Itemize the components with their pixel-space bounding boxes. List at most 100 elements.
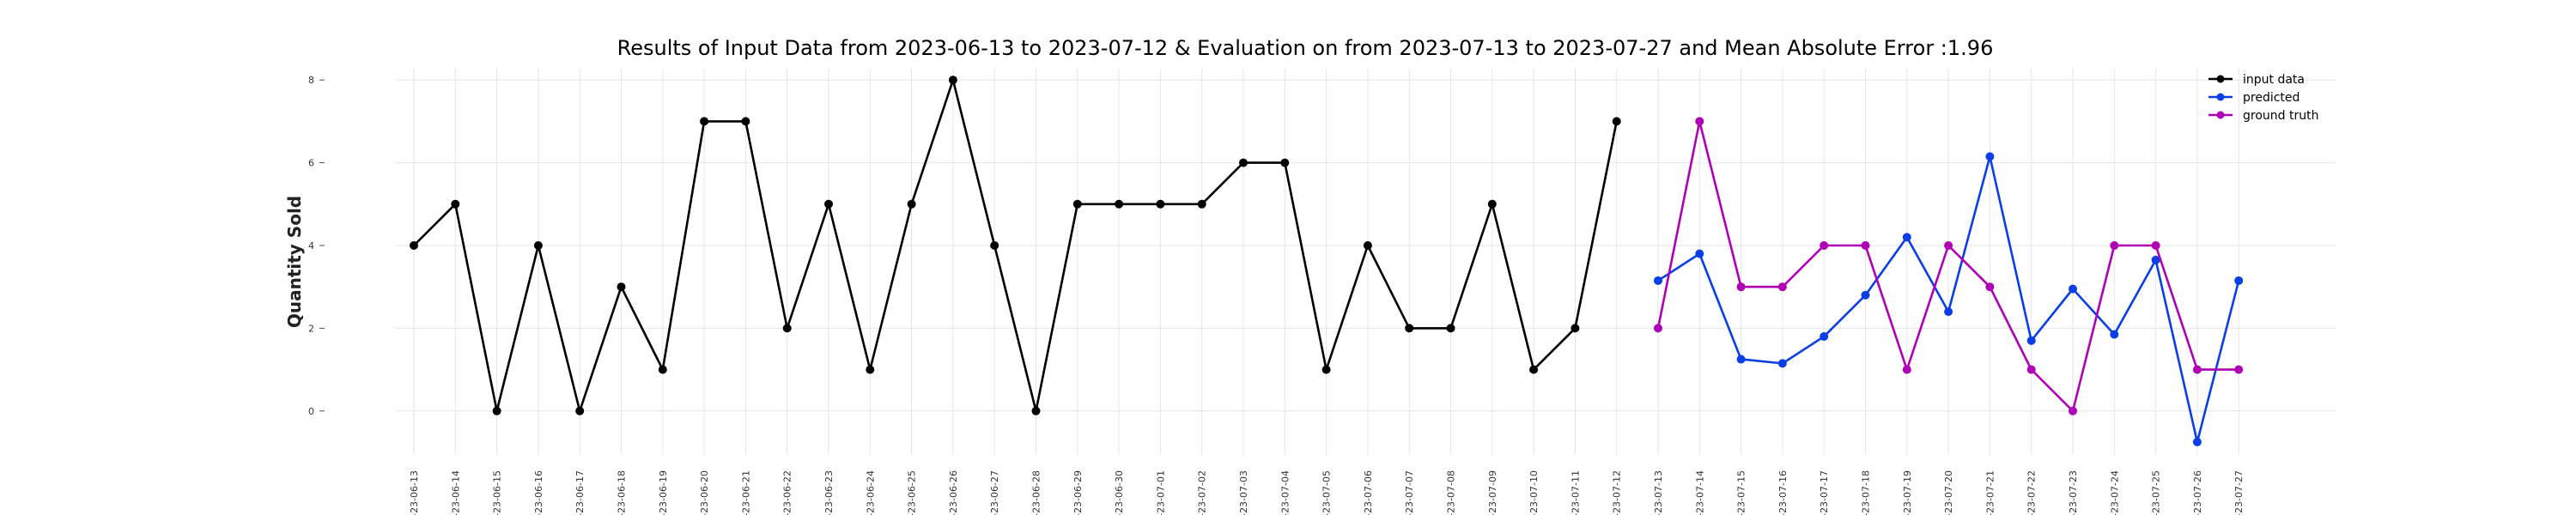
- data-point-predicted: [2110, 330, 2119, 339]
- x-tick-label: -23-07-14: [1694, 470, 1705, 515]
- data-point-ground-truth: [2192, 365, 2202, 374]
- x-axis-ticks: -23-06-13 -23-06-14 -23-06-15 -23-06-16 -23-…: [409, 470, 2245, 515]
- x-tick-label: -23-07-07: [1404, 470, 1415, 515]
- data-point-input-data: [1197, 199, 1206, 209]
- x-tick-label: -23-06-23: [823, 470, 835, 515]
- x-tick-label: -23-06-26: [948, 470, 959, 515]
- x-tick-label: -23-06-19: [658, 470, 669, 515]
- data-point-input-data: [700, 117, 709, 126]
- data-point-input-data: [1529, 365, 1539, 374]
- legend-label: ground truth: [2243, 109, 2318, 123]
- data-point-predicted: [1736, 354, 1746, 364]
- x-tick-label: -23-07-18: [1861, 470, 1872, 515]
- x-tick-label: -23-07-08: [1446, 470, 1457, 515]
- data-point-predicted: [2069, 284, 2077, 294]
- x-tick-label: -23-07-20: [1943, 470, 1954, 515]
- data-point-input-data: [1405, 324, 1414, 333]
- data-point-input-data: [451, 199, 460, 209]
- data-point-predicted: [1944, 307, 1953, 317]
- data-point-input-data: [492, 406, 501, 415]
- x-tick-label: -23-07-23: [2068, 470, 2079, 515]
- x-tick-label: -23-07-26: [2192, 470, 2203, 515]
- data-point-ground-truth: [2069, 406, 2077, 415]
- x-tick-label: -23-06-14: [450, 470, 461, 515]
- data-point-ground-truth: [1736, 282, 1746, 292]
- legend-marker: [2216, 75, 2225, 83]
- x-tick-label: -23-07-09: [1487, 470, 1498, 515]
- x-tick-label: -23-06-25: [907, 470, 918, 515]
- x-tick-label: -23-06-22: [782, 470, 793, 515]
- data-point-input-data: [575, 406, 585, 415]
- data-point-input-data: [948, 76, 957, 85]
- data-point-input-data: [1156, 199, 1165, 209]
- data-point-ground-truth: [1820, 241, 1829, 250]
- data-point-input-data: [741, 117, 750, 126]
- x-tick-label: -23-06-16: [533, 470, 544, 515]
- data-point-input-data: [1280, 158, 1290, 167]
- data-point-input-data: [658, 365, 667, 374]
- data-point-ground-truth: [1654, 324, 1662, 333]
- grid-lines: [395, 69, 2336, 455]
- legend-label: predicted: [2243, 91, 2300, 105]
- series-line-input-data: [413, 78, 1618, 413]
- legend-label: input data: [2243, 73, 2305, 87]
- x-tick-label: -23-07-05: [1321, 470, 1333, 515]
- data-point-predicted: [2192, 437, 2202, 446]
- data-point-predicted: [2151, 255, 2160, 264]
- data-point-input-data: [1363, 241, 1372, 250]
- x-tick-label: -23-07-10: [1528, 470, 1540, 515]
- data-point-input-data: [1115, 199, 1124, 209]
- data-point-ground-truth: [1985, 282, 1995, 292]
- x-tick-label: -23-07-02: [1197, 470, 1208, 515]
- data-point-ground-truth: [2151, 241, 2160, 250]
- x-tick-label: -23-06-17: [574, 470, 586, 515]
- data-point-ground-truth: [1861, 241, 1870, 250]
- data-point-predicted: [2234, 276, 2244, 285]
- data-point-ground-truth: [1902, 365, 1911, 374]
- x-tick-label: -23-07-27: [2233, 470, 2245, 515]
- x-tick-label: -23-06-13: [409, 470, 420, 515]
- data-point-input-data: [1446, 324, 1455, 333]
- x-tick-label: -23-06-18: [617, 470, 628, 515]
- data-point-input-data: [617, 282, 626, 292]
- data-point-input-data: [824, 199, 833, 209]
- x-tick-label: -23-07-01: [1155, 470, 1166, 515]
- x-tick-label: -23-07-13: [1653, 470, 1664, 515]
- data-point-predicted: [1902, 233, 1911, 242]
- x-tick-label: -23-06-28: [1031, 470, 1042, 515]
- data-point-predicted: [1820, 332, 1829, 342]
- y-tick-label: 0: [308, 406, 314, 417]
- x-tick-label: -23-06-24: [865, 470, 876, 515]
- x-tick-label: -23-06-30: [1114, 470, 1125, 515]
- x-tick-label: -23-07-24: [2109, 470, 2120, 515]
- x-tick-label: -23-07-21: [1984, 470, 1996, 515]
- series-ground-truth: [1654, 117, 2244, 415]
- data-point-ground-truth: [1944, 241, 1953, 250]
- x-tick-label: -23-06-20: [699, 470, 710, 515]
- x-tick-label: -23-06-27: [989, 470, 1000, 515]
- x-tick-label: -23-07-12: [1612, 470, 1623, 515]
- x-tick-label: -23-07-15: [1736, 470, 1747, 515]
- series-lines: [410, 76, 2244, 446]
- x-tick-label: -23-07-04: [1279, 470, 1291, 515]
- y-axis-label: Quantity Sold: [284, 196, 305, 328]
- data-point-input-data: [1239, 158, 1248, 167]
- data-point-input-data: [1321, 365, 1331, 374]
- legend-marker: [2216, 111, 2225, 119]
- x-tick-label: -23-07-17: [1819, 470, 1830, 515]
- data-point-input-data: [782, 324, 792, 333]
- data-point-predicted: [1695, 249, 1704, 258]
- y-tick-label: 2: [308, 323, 314, 334]
- data-point-input-data: [1612, 117, 1621, 126]
- data-point-predicted: [1777, 359, 1787, 368]
- data-point-input-data: [866, 365, 875, 374]
- data-point-predicted: [1654, 276, 1662, 285]
- data-point-input-data: [533, 241, 543, 250]
- data-point-ground-truth: [2026, 365, 2036, 374]
- x-tick-label: -23-07-19: [1902, 470, 1913, 515]
- x-tick-label: -23-07-11: [1570, 470, 1581, 515]
- y-tick-label: 8: [308, 75, 314, 86]
- series-input-data: [410, 76, 1621, 415]
- chart-title: Results of Input Data from 2023-06-13 to…: [617, 36, 1994, 60]
